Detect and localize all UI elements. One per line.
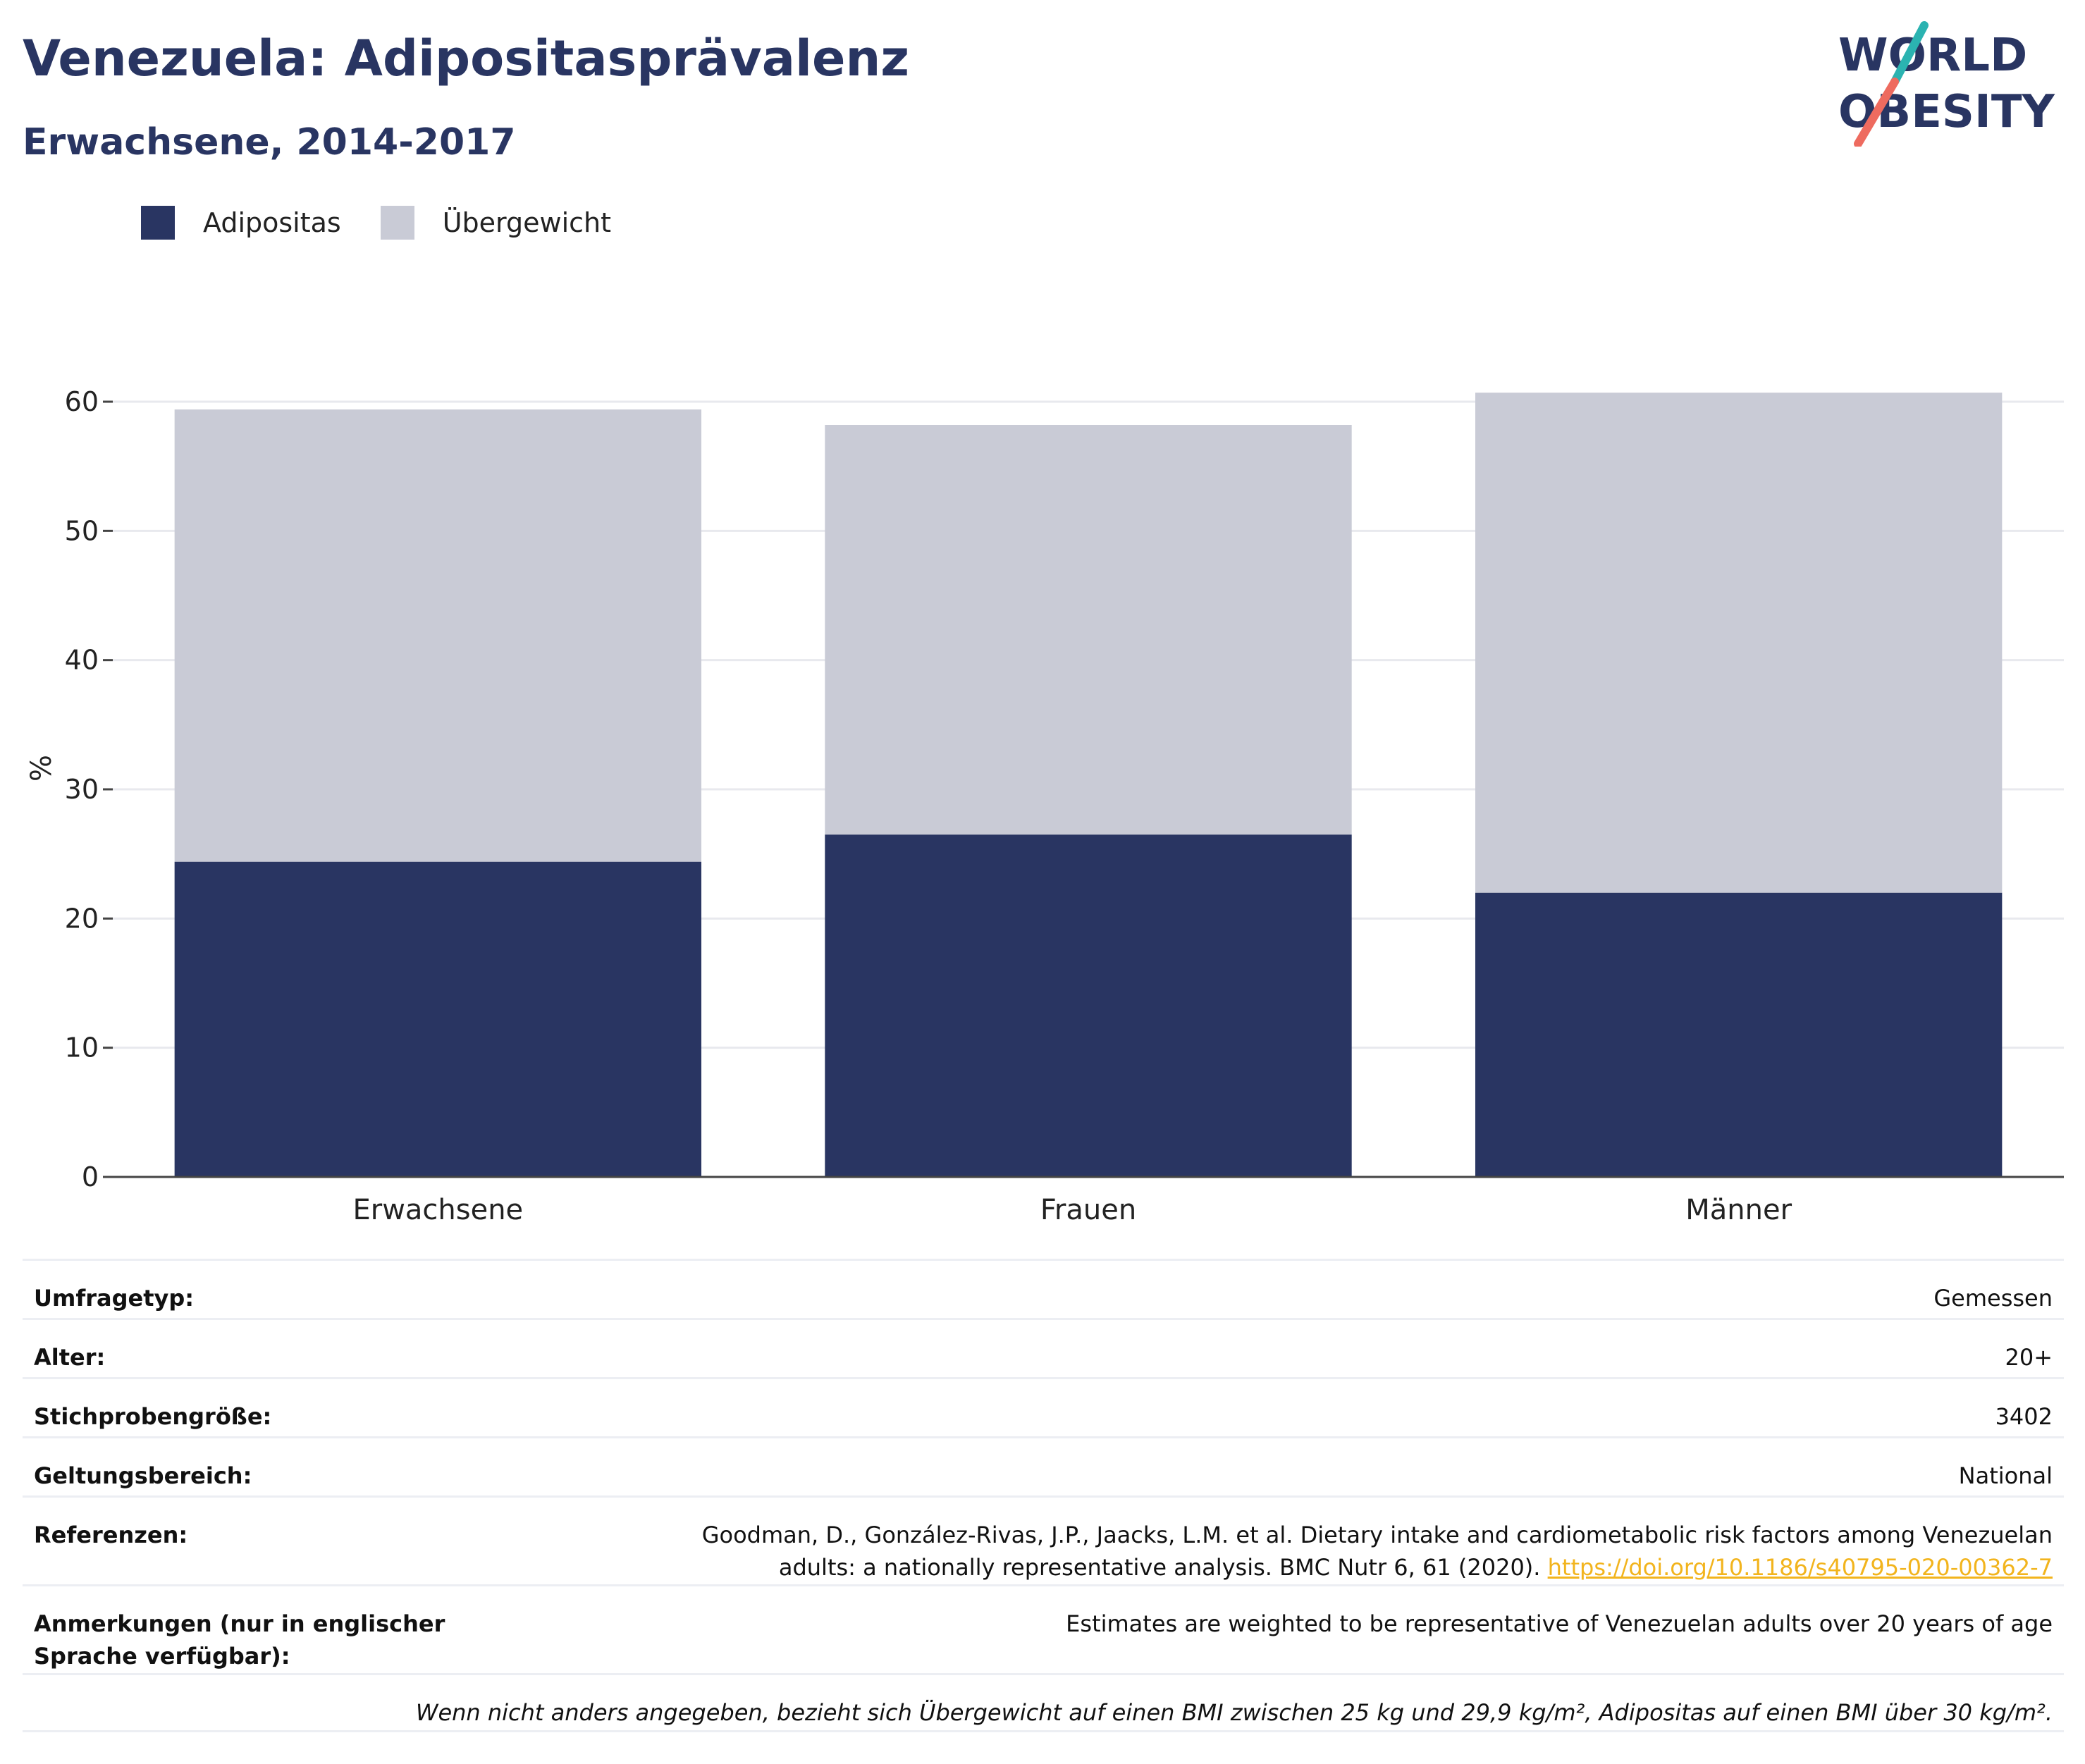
survey-type-value: Gemessen [1933,1285,2053,1312]
info-row-survey-type: Umfragetyp: Gemessen [23,1259,2064,1318]
references-value: Goodman, D., González-Rivas, J.P., Jaack… [643,1519,2053,1584]
chart-legend: Adipositas Übergewicht [141,206,651,240]
sample-size-value: 3402 [1995,1403,2053,1430]
y-tick-label-30: 30 [65,774,99,805]
y-tick-label-20: 20 [65,903,99,934]
references-label: Referenzen: [34,1522,188,1548]
logo-slash-coral [1854,78,1899,148]
x-tick-label-2: Männer [1685,1194,1792,1226]
notes-label: Anmerkungen (nur in englischer Sprache v… [34,1610,445,1670]
info-row-notes: Anmerkungen (nur in englischer Sprache v… [23,1584,2064,1673]
logo-word-world: WORLD [1838,30,2027,82]
logo-slash-teal [1890,21,1929,86]
legend-swatch-adipositas [141,206,175,240]
age-label: Alter: [34,1344,106,1371]
y-tick-label-50: 50 [65,515,99,546]
chart-title: Venezuela: Adipositasprävalenz [23,30,910,87]
y-tick-label-10: 10 [65,1032,99,1063]
y-axis-label: % [25,755,58,782]
legend-item-adipositas[interactable]: Adipositas [141,206,341,240]
x-tick-label-1: Frauen [1040,1194,1136,1226]
info-row-footnote: Wenn nicht anders angegeben, bezieht sic… [23,1673,2064,1732]
survey-type-label: Umfragetyp: [34,1285,195,1312]
info-row-references: Referenzen: Goodman, D., González-Rivas,… [23,1495,2064,1584]
age-value: 20+ [2005,1344,2053,1371]
bar-uebergewicht-1 [825,425,1352,835]
scope-value: National [1958,1462,2053,1489]
world-obesity-logo[interactable]: WORLD OBESITY [1833,20,2072,148]
notes-value: Estimates are weighted to be representat… [1066,1610,2053,1637]
bar-uebergewicht-0 [174,409,702,862]
y-tick-label-60: 60 [65,386,99,417]
world-obesity-logo-graphic: WORLD OBESITY [1838,21,2055,148]
references-text: Goodman, D., González-Rivas, J.P., Jaack… [701,1522,2053,1581]
bar-adipositas-1 [825,834,1352,1177]
legend-swatch-uebergewicht [380,206,414,240]
legend-label-uebergewicht: Übergewicht [442,207,611,238]
bar-adipositas-2 [1475,892,2003,1177]
info-table: Umfragetyp: Gemessen Alter: 20+ Stichpro… [23,1259,2064,1732]
bar-chart: 0 10 20 30 40 50 60% Erwachsene Frauen Männer [25,386,2064,1226]
info-row-age: Alter: 20+ [23,1318,2064,1377]
info-row-scope: Geltungsbereich: National [23,1436,2064,1495]
chart-subtitle: Erwachsene, 2014-2017 [23,121,516,164]
legend-label-adipositas: Adipositas [203,207,341,238]
sample-size-label: Stichprobengröße: [34,1403,272,1430]
info-row-sample-size: Stichprobengröße: 3402 [23,1377,2064,1436]
doi-link[interactable]: https://doi.org/10.1186/s40795-020-00362… [1547,1554,2053,1581]
y-tick-label-0: 0 [82,1161,99,1192]
footnote-text: Wenn nicht anders angegeben, bezieht sic… [415,1699,2053,1726]
bar-adipositas-0 [174,861,702,1177]
scope-label: Geltungsbereich: [34,1462,252,1489]
x-tick-label-0: Erwachsene [352,1194,523,1226]
bar-uebergewicht-2 [1475,393,2003,893]
legend-item-uebergewicht[interactable]: Übergewicht [380,206,611,240]
y-tick-label-40: 40 [65,645,99,676]
